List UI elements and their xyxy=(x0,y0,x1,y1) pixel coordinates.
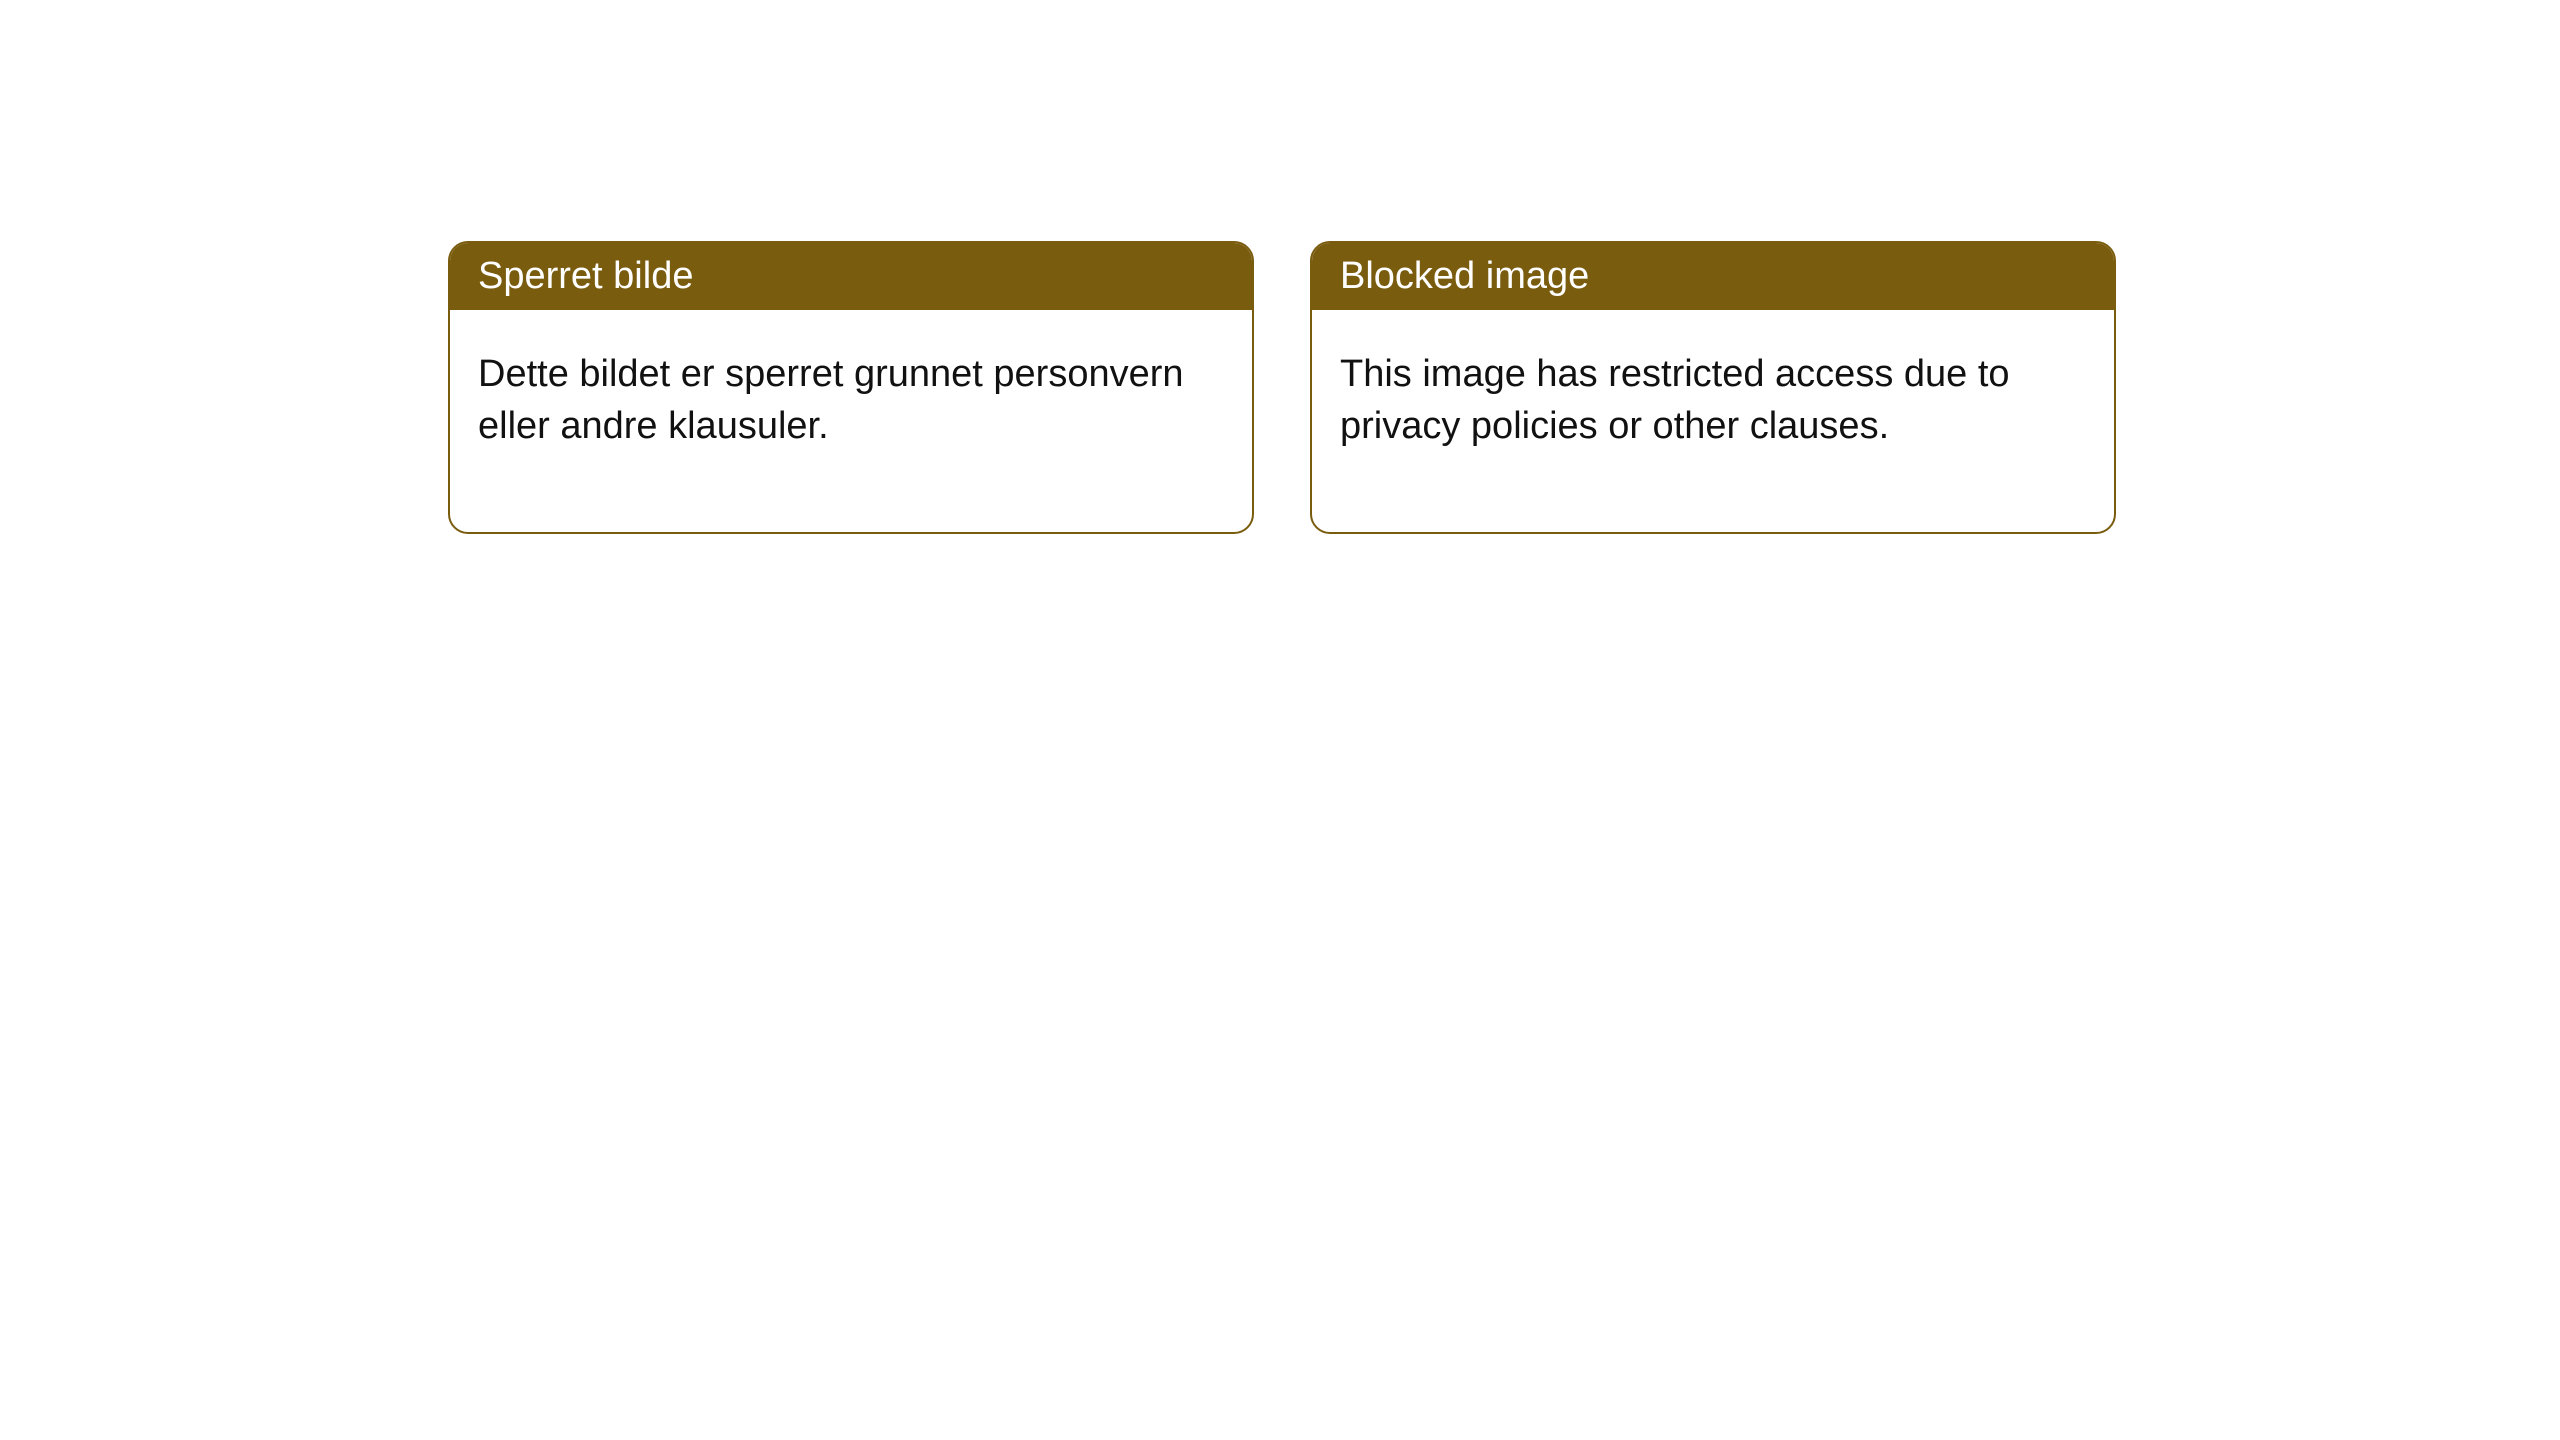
notice-box-no: Sperret bilde Dette bildet er sperret gr… xyxy=(448,241,1254,534)
notice-box-en: Blocked image This image has restricted … xyxy=(1310,241,2116,534)
notice-header-no: Sperret bilde xyxy=(450,243,1252,310)
notice-container: Sperret bilde Dette bildet er sperret gr… xyxy=(448,241,2116,534)
notice-header-en: Blocked image xyxy=(1312,243,2114,310)
notice-body-no: Dette bildet er sperret grunnet personve… xyxy=(450,310,1252,532)
notice-body-en: This image has restricted access due to … xyxy=(1312,310,2114,532)
